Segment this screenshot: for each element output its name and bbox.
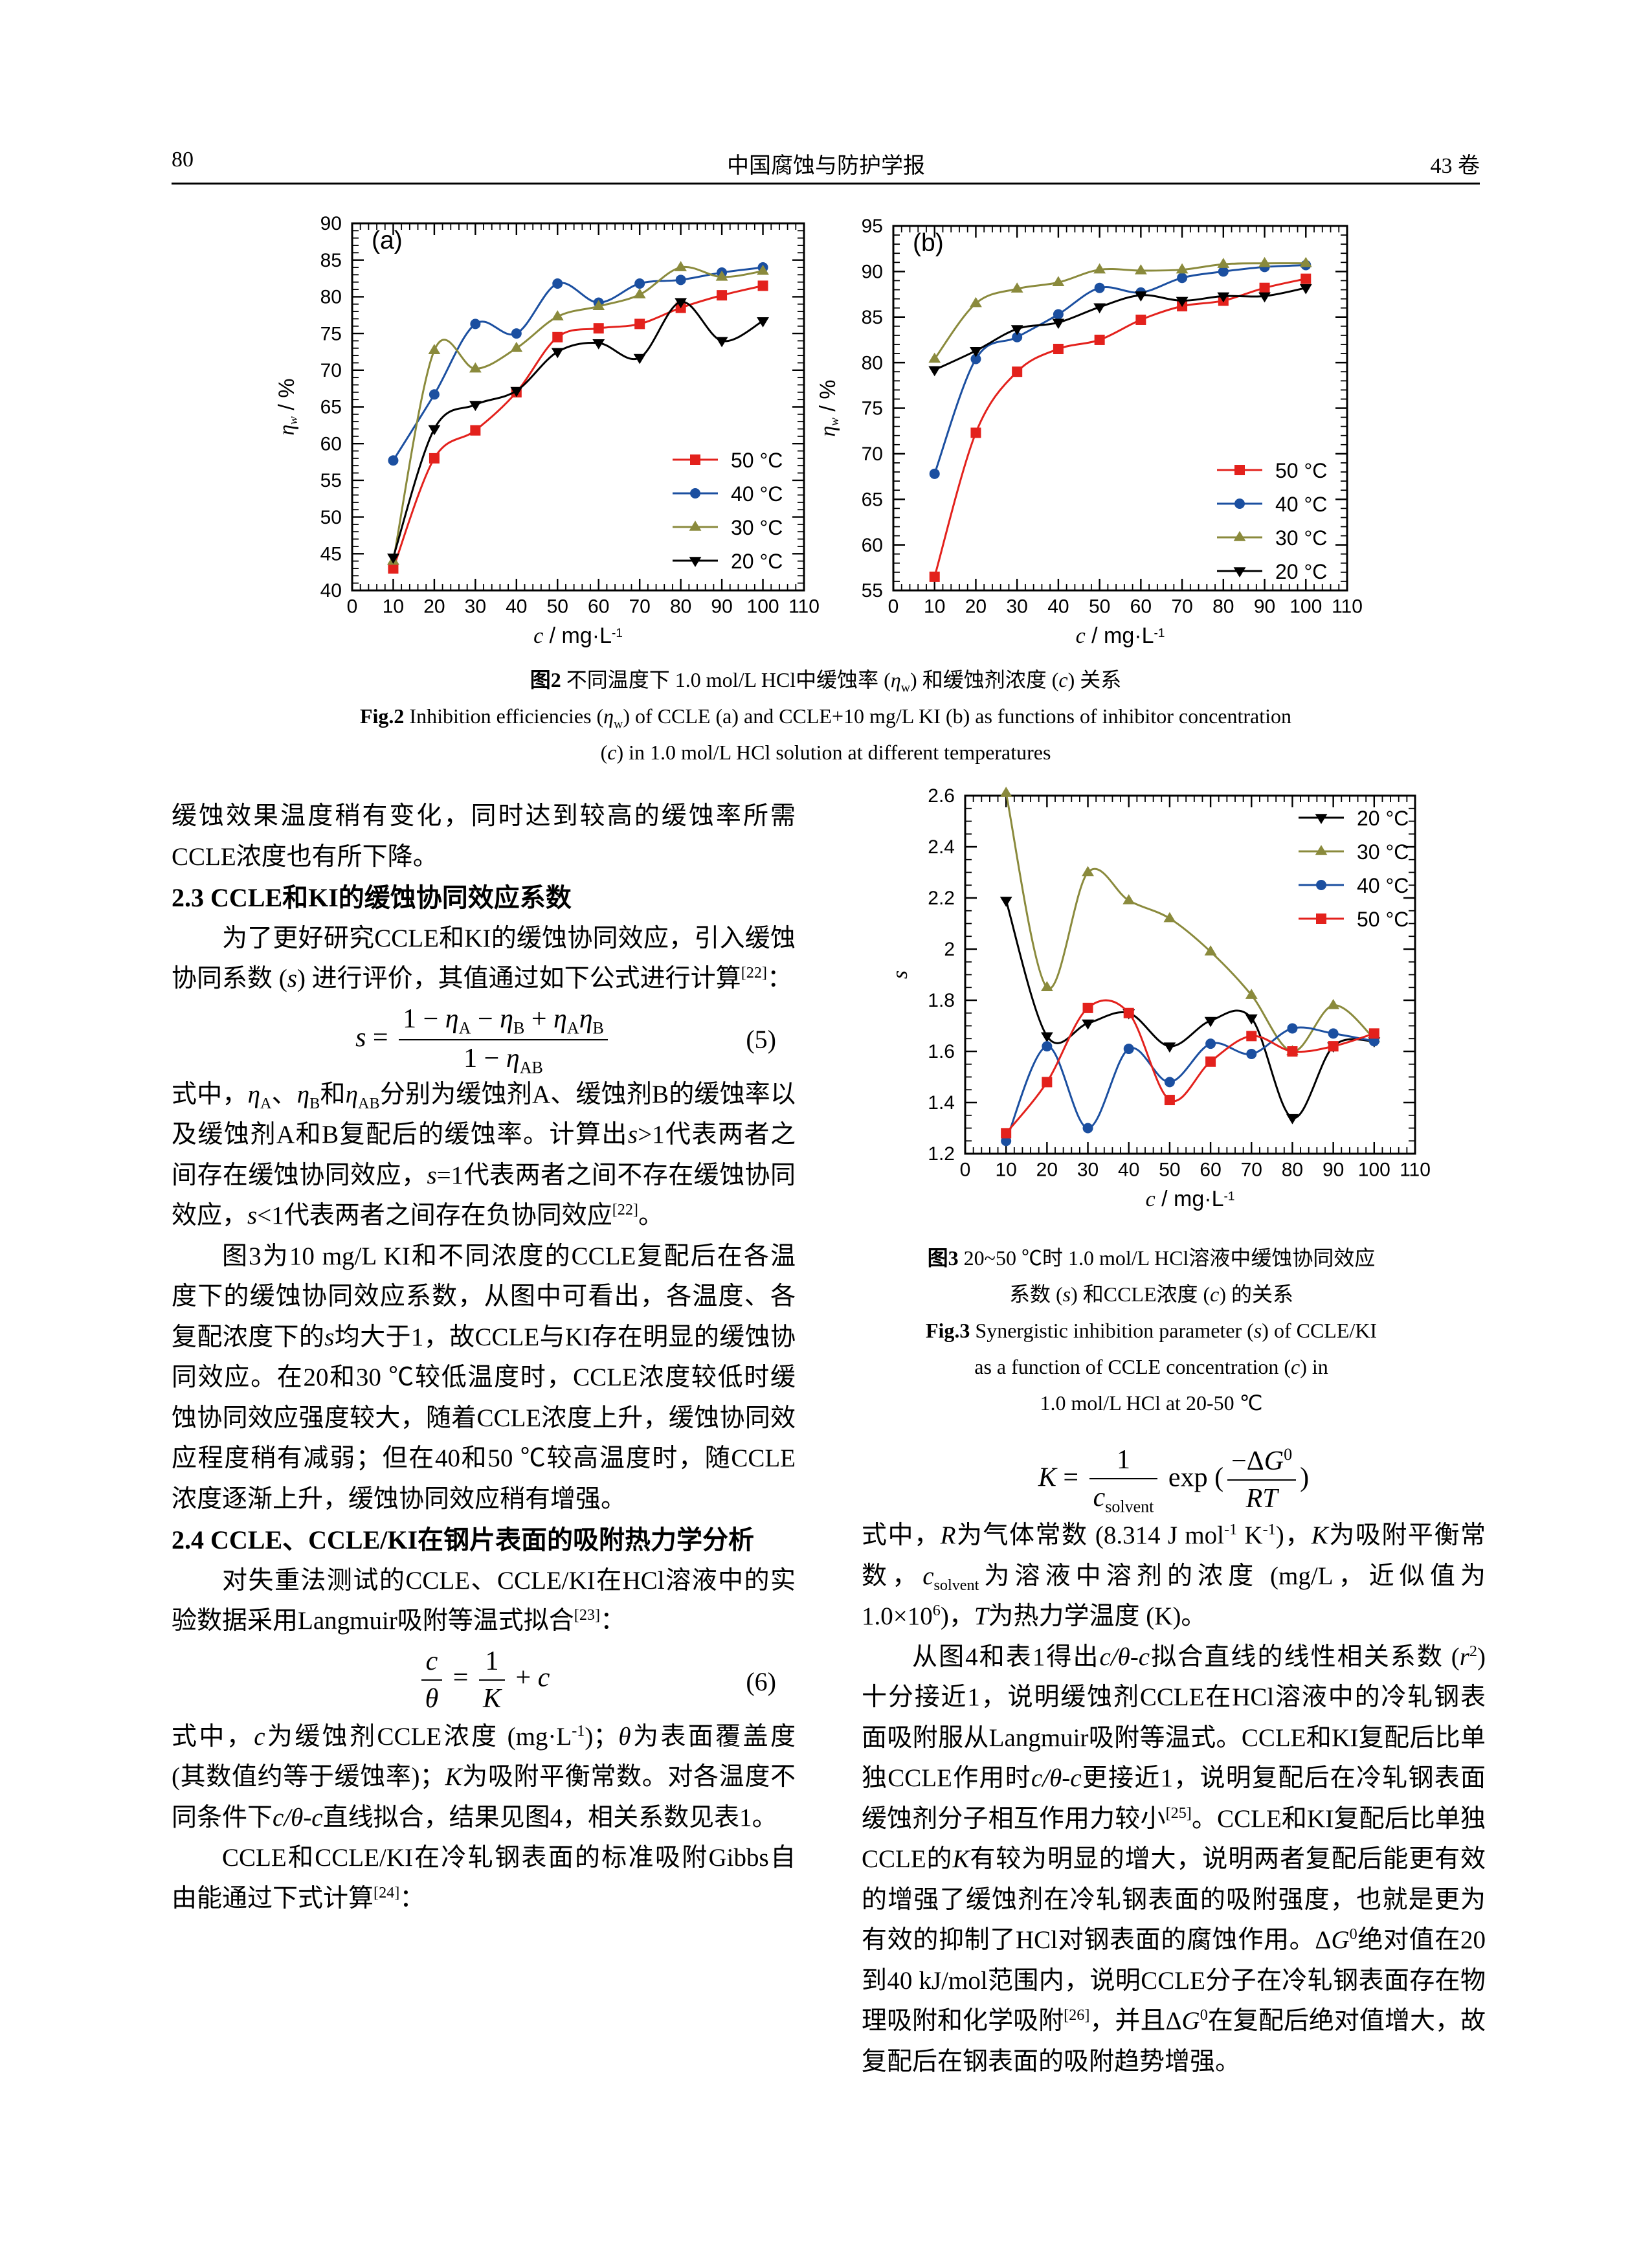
svg-text:ηw / %: ηw / %	[274, 378, 300, 435]
svg-text:30 °C: 30 °C	[731, 516, 783, 539]
svg-text:c / mg·L-1: c / mg·L-1	[1146, 1187, 1235, 1211]
svg-text:30: 30	[1006, 596, 1027, 618]
svg-text:10: 10	[995, 1160, 1016, 1181]
svg-text:60: 60	[862, 535, 883, 556]
svg-text:20 °C: 20 °C	[1275, 560, 1327, 583]
svg-text:100: 100	[1289, 596, 1322, 618]
svg-text:20: 20	[1036, 1160, 1058, 1181]
svg-text:30: 30	[1077, 1160, 1099, 1181]
svg-text:40: 40	[1118, 1160, 1139, 1181]
svg-text:110: 110	[1400, 1160, 1431, 1181]
svg-text:50: 50	[547, 596, 568, 618]
svg-text:90: 90	[862, 262, 883, 283]
svg-text:0: 0	[888, 596, 899, 618]
svg-text:60: 60	[1200, 1160, 1221, 1181]
svg-text:80: 80	[862, 352, 883, 374]
svg-text:50 °C: 50 °C	[1275, 459, 1327, 482]
svg-text:20 °C: 20 °C	[731, 550, 783, 573]
svg-text:20 °C: 20 °C	[1357, 807, 1409, 830]
svg-text:90: 90	[320, 213, 342, 234]
svg-text:30 °C: 30 °C	[1275, 526, 1327, 550]
svg-text:10: 10	[383, 596, 404, 618]
svg-text:55: 55	[320, 470, 342, 491]
svg-text:2.2: 2.2	[928, 888, 955, 909]
svg-text:80: 80	[1282, 1160, 1303, 1181]
svg-text:0: 0	[960, 1160, 971, 1181]
svg-text:1.4: 1.4	[928, 1092, 955, 1114]
svg-text:20: 20	[423, 596, 445, 618]
svg-text:1.6: 1.6	[928, 1041, 955, 1062]
svg-text:50 °C: 50 °C	[1357, 908, 1409, 931]
svg-text:60: 60	[588, 596, 609, 618]
svg-text:(b): (b)	[913, 229, 944, 257]
svg-text:95: 95	[862, 216, 883, 237]
svg-text:100: 100	[1358, 1160, 1390, 1181]
svg-text:45: 45	[320, 544, 342, 565]
svg-text:70: 70	[629, 596, 650, 618]
svg-text:85: 85	[862, 307, 883, 328]
svg-text:110: 110	[1332, 596, 1363, 618]
svg-text:2.4: 2.4	[928, 836, 955, 858]
svg-text:40 °C: 40 °C	[1275, 493, 1327, 516]
svg-text:c / mg·L-1: c / mg·L-1	[533, 623, 623, 648]
svg-text:40: 40	[1047, 596, 1069, 618]
svg-text:70: 70	[1241, 1160, 1262, 1181]
svg-text:50: 50	[1159, 1160, 1180, 1181]
svg-text:70: 70	[320, 360, 342, 381]
svg-text:50: 50	[320, 507, 342, 528]
svg-text:30 °C: 30 °C	[1357, 840, 1409, 864]
svg-text:100: 100	[747, 596, 779, 618]
svg-text:80: 80	[320, 287, 342, 308]
svg-text:(a): (a)	[372, 227, 403, 254]
svg-text:20: 20	[965, 596, 987, 618]
svg-text:10: 10	[924, 596, 945, 618]
svg-text:75: 75	[862, 398, 883, 420]
svg-text:50 °C: 50 °C	[731, 449, 783, 472]
svg-text:2: 2	[944, 939, 955, 960]
svg-text:65: 65	[320, 397, 342, 418]
svg-text:1.2: 1.2	[928, 1143, 955, 1165]
svg-text:50: 50	[1089, 596, 1110, 618]
svg-text:85: 85	[320, 250, 342, 271]
svg-text:65: 65	[862, 489, 883, 510]
svg-text:80: 80	[1212, 596, 1234, 618]
svg-text:40 °C: 40 °C	[731, 482, 783, 506]
svg-text:40: 40	[506, 596, 527, 618]
svg-text:40: 40	[320, 580, 342, 601]
svg-text:s: s	[888, 970, 912, 979]
svg-text:70: 70	[862, 443, 883, 465]
svg-text:90: 90	[711, 596, 732, 618]
svg-text:30: 30	[465, 596, 486, 618]
svg-text:0: 0	[347, 596, 358, 618]
svg-text:90: 90	[1254, 596, 1275, 618]
svg-text:ηw / %: ηw / %	[816, 379, 842, 436]
svg-text:80: 80	[670, 596, 691, 618]
svg-text:75: 75	[320, 323, 342, 344]
svg-text:60: 60	[320, 433, 342, 454]
svg-text:70: 70	[1171, 596, 1192, 618]
svg-text:40 °C: 40 °C	[1357, 874, 1409, 897]
svg-text:2.6: 2.6	[928, 785, 955, 807]
svg-text:55: 55	[862, 580, 883, 601]
svg-text:60: 60	[1130, 596, 1152, 618]
svg-text:1.8: 1.8	[928, 990, 955, 1011]
svg-text:c / mg·L-1: c / mg·L-1	[1076, 623, 1165, 648]
svg-text:90: 90	[1323, 1160, 1344, 1181]
